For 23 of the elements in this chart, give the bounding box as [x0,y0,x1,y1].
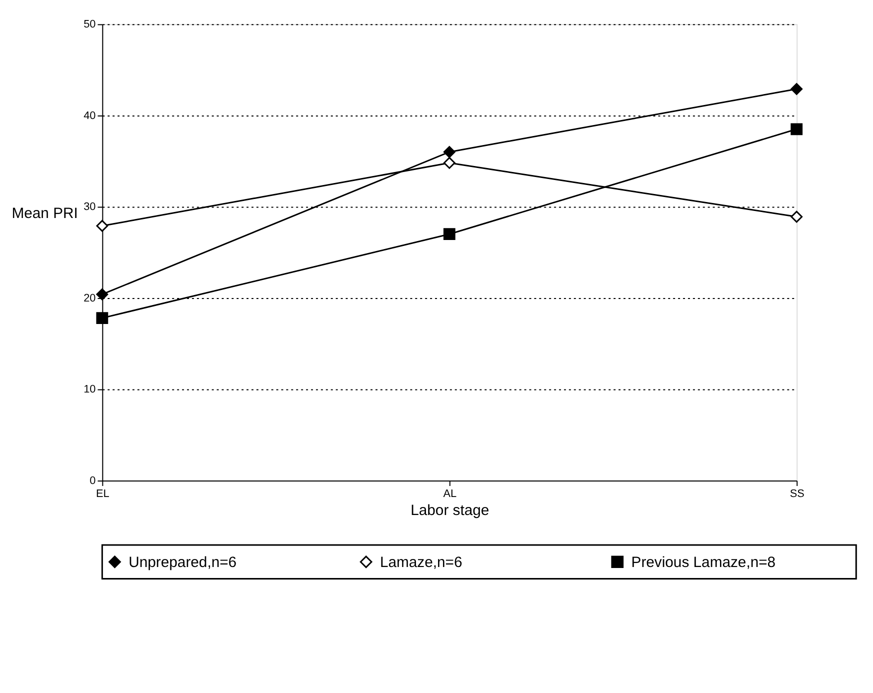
y-tick-label: 0 [90,474,96,487]
y-tick-label: 10 [84,384,96,396]
legend-label: Unprepared,n=6 [128,554,237,571]
y-axis-title: Mean PRI [12,206,78,222]
point [790,83,803,95]
y-tick-label: 40 [84,110,96,122]
legend-label: Lamaze,n=6 [380,554,462,571]
x-tick-label: SS [790,488,804,500]
point [96,312,108,324]
point [96,288,108,300]
legend-label: Previous Lamaze,n=8 [631,554,776,571]
point [96,220,108,232]
point [443,146,456,158]
y-tick-label: 50 [84,18,96,31]
x-axis-title: Labor stage [410,502,490,519]
point [443,156,456,169]
x-tick-label: EL [96,488,110,500]
x-tick-label: AL [443,488,457,500]
point [790,123,803,136]
y-tick-label: 20 [84,292,96,304]
y-tick-label: 30 [84,201,96,214]
point [790,210,803,223]
point [443,228,456,240]
